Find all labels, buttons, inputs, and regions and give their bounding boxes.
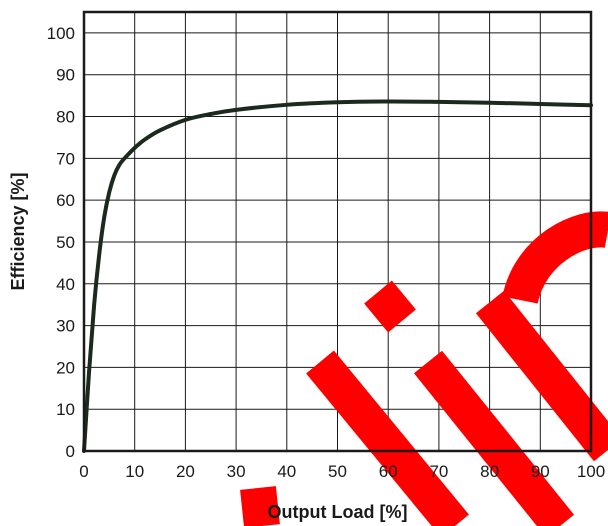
x-tick-label: 50 bbox=[328, 462, 347, 481]
x-tick-label: 60 bbox=[379, 462, 398, 481]
watermark-stroke bbox=[475, 290, 608, 462]
x-tick-label: 90 bbox=[531, 462, 550, 481]
watermark-dot bbox=[364, 280, 416, 333]
x-tick-label: 0 bbox=[79, 462, 88, 481]
y-axis-ticks: 0 10 20 30 40 50 60 70 80 90 100 bbox=[47, 24, 75, 461]
y-tick-label: 90 bbox=[56, 66, 75, 85]
watermark-arc bbox=[502, 211, 608, 305]
x-tick-label: 10 bbox=[125, 462, 144, 481]
plot-frame bbox=[82, 10, 593, 453]
y-tick-label: 10 bbox=[56, 400, 75, 419]
x-tick-label: 100 bbox=[577, 462, 605, 481]
watermark-stroke bbox=[240, 486, 280, 526]
y-tick-label: 100 bbox=[47, 24, 75, 43]
x-tick-label: 40 bbox=[277, 462, 296, 481]
efficiency-line bbox=[82, 99, 593, 453]
y-tick-label: 0 bbox=[66, 442, 75, 461]
watermark-stroke bbox=[413, 350, 575, 526]
y-tick-label: 80 bbox=[56, 108, 75, 127]
x-tick-label: 80 bbox=[480, 462, 499, 481]
y-tick-label: 70 bbox=[56, 149, 75, 168]
y-tick-label: 50 bbox=[56, 233, 75, 252]
watermark-stroke bbox=[306, 350, 469, 526]
series-layer bbox=[82, 99, 593, 453]
y-tick-label: 40 bbox=[56, 275, 75, 294]
y-tick-label: 60 bbox=[56, 191, 75, 210]
y-tick-label: 20 bbox=[56, 358, 75, 377]
x-axis-ticks: 0 10 20 30 40 50 60 70 80 90 100 bbox=[79, 462, 605, 481]
watermark bbox=[240, 211, 608, 526]
y-axis-title: Efficiency [%] bbox=[8, 172, 28, 290]
x-tick-label: 20 bbox=[176, 462, 195, 481]
y-tick-label: 30 bbox=[56, 317, 75, 336]
x-axis-title: Output Load [%] bbox=[268, 502, 408, 522]
x-tick-label: 70 bbox=[429, 462, 448, 481]
x-tick-label: 30 bbox=[227, 462, 246, 481]
